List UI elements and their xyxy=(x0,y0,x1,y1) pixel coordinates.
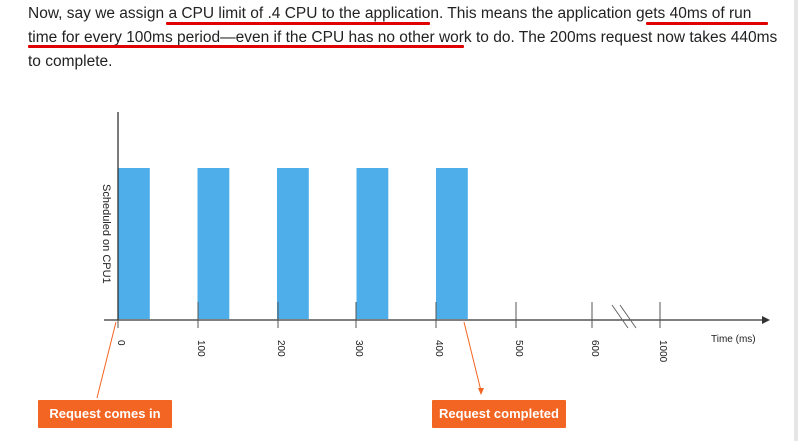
callout-request-comes-in: Request comes in xyxy=(38,400,172,428)
x-tick-label-400: 400 xyxy=(433,340,444,357)
cpu-run-bar-400 xyxy=(436,168,468,319)
x-tick-label-300: 300 xyxy=(353,340,364,357)
intro-paragraph: Now, say we assign a CPU limit of .4 CPU… xyxy=(28,2,780,74)
x-tick-label-200: 200 xyxy=(275,340,286,357)
axis-break-mark-1 xyxy=(611,304,629,329)
para-highlight-run-time: 40ms of run time for every 100ms period—… xyxy=(28,5,756,46)
x-axis-label: Time (ms) xyxy=(711,334,756,345)
page-edge xyxy=(794,0,798,441)
x-axis-arrowhead xyxy=(762,316,770,324)
cpu-run-bar-200 xyxy=(277,168,309,319)
red-underline-run-time-line1 xyxy=(646,22,768,25)
x-tick-label-500: 500 xyxy=(513,340,524,357)
pointer-arrowhead xyxy=(478,388,484,395)
cpu-run-bar-100 xyxy=(197,168,230,319)
y-axis-label: Scheduled on CPU1 xyxy=(100,184,112,284)
callout-request-completed: Request completed xyxy=(432,400,566,428)
pointer-request-completed xyxy=(463,321,482,392)
red-underline-cpu-limit xyxy=(166,22,430,25)
x-tick-label-0: 0 xyxy=(115,340,126,346)
red-underline-run-time-line2 xyxy=(28,45,464,48)
pointer-request-comes-in xyxy=(96,321,117,399)
x-tick-label-600: 600 xyxy=(589,340,600,357)
para-text-1: Now, say we assign xyxy=(28,5,169,22)
ticks-layer xyxy=(117,302,661,328)
para-highlight-cpu-limit: a CPU limit of .4 CPU to the application xyxy=(168,5,439,22)
cpu-run-bar-0 xyxy=(118,168,150,319)
para-text-3: . The 200ms request now takes 440ms to c… xyxy=(28,29,782,70)
para-text-2: . This means the application gets xyxy=(438,5,670,22)
cpu-run-bar-300 xyxy=(356,168,389,319)
x-tick-label-100: 100 xyxy=(195,340,206,357)
x-tick-label-1000: 1000 xyxy=(657,340,668,363)
bars-layer xyxy=(118,168,468,319)
axis-break-mark-2 xyxy=(619,304,637,329)
